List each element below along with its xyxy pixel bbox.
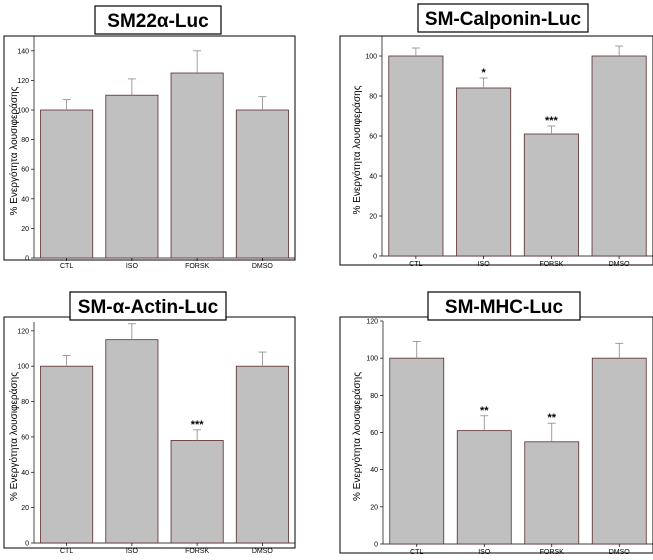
chart-title: SM-α-Actin-Luc [78,297,219,318]
bar-forsk [523,133,579,257]
y-tick-label: 20 [370,504,378,511]
x-tick-label: CTL [409,261,422,268]
y-tick-label: 100 [365,54,377,61]
x-tick-label: ISO [478,261,491,268]
y-tick-label: 0 [25,256,29,263]
bar-ctl [40,365,94,544]
y-tick-label: 40 [21,196,29,203]
x-tick-label: ISO [126,263,139,270]
chart-panel-4: 0 20 40 60 80 100 120 CTL ** ISO ** FORSK DMSO % Ενερ… [339,291,653,556]
bar-ctl [40,109,94,259]
x-tick-label: FORSK [185,548,209,555]
y-tick-label: 40 [370,467,378,474]
y-tick-label: 20 [21,505,29,512]
x-tick-label: ISO [126,548,139,555]
y-axis-label: % Ενεργότητα λουσιφεράσης [8,86,20,215]
y-tick-label: 140 [17,48,29,55]
y-tick-label: 0 [25,541,29,548]
y-tick-label: 120 [366,319,378,326]
chart-panel-2: 0 20 40 60 80 100 CTL * ISO *** FORSK DMSO % Ενεργότ… [339,3,653,268]
chart-title: SM-Calponin-Luc [425,9,582,30]
x-tick-label: ISO [478,549,491,556]
bar-dmso [235,109,289,259]
bar-dmso [235,365,289,544]
significance-label: * [481,67,486,79]
y-tick-label: 60 [370,430,378,437]
significance-label: ** [547,412,556,424]
y-tick-label: 20 [369,214,377,221]
y-tick-label: 40 [369,174,377,181]
y-tick-label: 100 [366,356,378,363]
bar-iso [105,94,159,259]
y-axis-label: % Ενεργότητα λουσιφεράσης [8,372,20,501]
bar-dmso [591,55,647,257]
significance-label: *** [191,419,205,431]
chart-title-box [69,291,227,321]
significance-label: *** [545,115,559,127]
x-tick-label: FORSK [539,261,563,268]
y-axis-label: % Ενεργότητα λουσιφεράσης [351,372,363,501]
y-tick-label: 100 [17,108,29,115]
y-tick-label: 120 [17,78,29,85]
x-tick-label: DMSO [252,548,274,555]
bar-dmso [591,357,647,545]
chart-panel-3: 0 20 40 60 80 100 120 CTL ISO *** FORSK DMSO % Ενεργ… [3,291,296,555]
chart-title: SM22α-Luc [107,11,209,32]
y-tick-label: 60 [369,134,377,141]
y-tick-label: 40 [21,470,29,477]
bar-iso [456,87,512,257]
y-tick-label: 80 [370,393,378,400]
chart-title-box [417,3,589,33]
y-tick-label: 80 [369,94,377,101]
y-tick-label: 20 [21,226,29,233]
y-tick-label: 120 [17,328,29,335]
bar-forsk [170,72,224,259]
x-tick-label: DMSO [252,263,274,270]
x-tick-label: FORSK [540,549,564,556]
chart-title: SM-MHC-Luc [445,297,564,318]
chart-title-box [94,5,222,35]
bar-forsk [524,441,580,545]
y-tick-label: 0 [373,254,377,261]
x-tick-label: FORSK [185,263,209,270]
bar-iso [456,430,512,545]
y-tick-label: 0 [374,542,378,549]
bar-ctl [388,55,444,257]
y-tick-label: 80 [21,137,29,144]
x-tick-label: CTL [60,548,73,555]
y-tick-label: 60 [21,434,29,441]
significance-label: ** [480,405,489,417]
y-axis-label: % Ενεργότητα λουσιφεράσης [351,85,363,214]
x-tick-label: DMSO [609,549,631,556]
chart-title-box [427,291,581,321]
chart-panel-1: 0 20 40 60 80 100 120 140 CTL ISO FORSK DMSO % Ενεργ… [3,5,296,270]
x-tick-label: DMSO [609,261,631,268]
y-tick-label: 80 [21,399,29,406]
x-tick-label: CTL [410,549,423,556]
bar-forsk [170,440,224,544]
y-tick-label: 100 [17,364,29,371]
x-tick-label: CTL [60,263,73,270]
y-tick-label: 60 [21,167,29,174]
bar-ctl [389,357,445,545]
bar-iso [105,339,159,544]
